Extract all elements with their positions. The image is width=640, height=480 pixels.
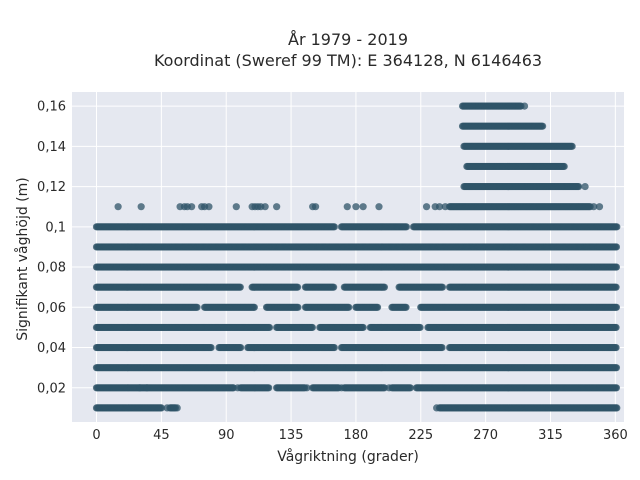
data-point (581, 182, 589, 191)
data-point (265, 384, 273, 392)
data-point (232, 203, 240, 211)
data-point (520, 102, 529, 110)
data-point (560, 162, 568, 171)
data-point (406, 384, 414, 392)
data-point (250, 303, 258, 311)
data-point (612, 263, 621, 271)
data-point (163, 404, 171, 412)
data-point (157, 404, 165, 412)
data-point (359, 203, 367, 211)
data-point (575, 182, 583, 191)
data-point (173, 404, 181, 412)
data-point (416, 323, 424, 332)
data-point (441, 203, 449, 211)
data-point (352, 203, 360, 211)
data-point (435, 203, 444, 211)
data-point (385, 384, 393, 392)
data-point (188, 203, 196, 211)
data-point (375, 203, 383, 211)
data-point (343, 203, 351, 211)
data-point (136, 384, 144, 392)
data-point (114, 203, 122, 211)
data-point (237, 343, 245, 352)
data-point (294, 303, 302, 311)
data-point (293, 283, 302, 291)
data-point (612, 323, 620, 332)
data-point (612, 343, 620, 352)
data-point (207, 343, 215, 352)
data-point (330, 343, 338, 352)
data-point (193, 303, 201, 311)
plot-background (72, 92, 624, 422)
data-point (234, 384, 242, 392)
data-point (613, 404, 621, 412)
data-point (261, 203, 269, 211)
data-point (265, 323, 274, 332)
data-point (422, 203, 431, 211)
data-point (612, 303, 621, 311)
data-point (359, 323, 367, 332)
data-point (595, 203, 604, 211)
data-point (337, 384, 346, 392)
data-point (311, 203, 320, 211)
data-point (402, 223, 410, 231)
data-point (612, 384, 621, 392)
data-point (303, 384, 311, 392)
data-point (402, 303, 410, 311)
data-point (438, 343, 446, 352)
data-point (137, 203, 145, 211)
data-point (380, 283, 388, 291)
data-points (92, 102, 621, 412)
data-point (345, 303, 353, 311)
data-point (143, 384, 151, 392)
data-point (329, 283, 338, 291)
data-point (568, 142, 576, 150)
data-point (613, 223, 621, 231)
data-point (538, 122, 547, 130)
data-point (590, 203, 598, 211)
data-point (612, 283, 620, 291)
data-point (373, 303, 382, 311)
data-point (236, 283, 244, 291)
data-point (612, 243, 621, 251)
data-point (308, 323, 316, 332)
data-point (612, 364, 621, 372)
data-point (205, 203, 213, 211)
data-point (273, 203, 281, 211)
data-point (330, 223, 338, 231)
data-point (438, 283, 446, 291)
